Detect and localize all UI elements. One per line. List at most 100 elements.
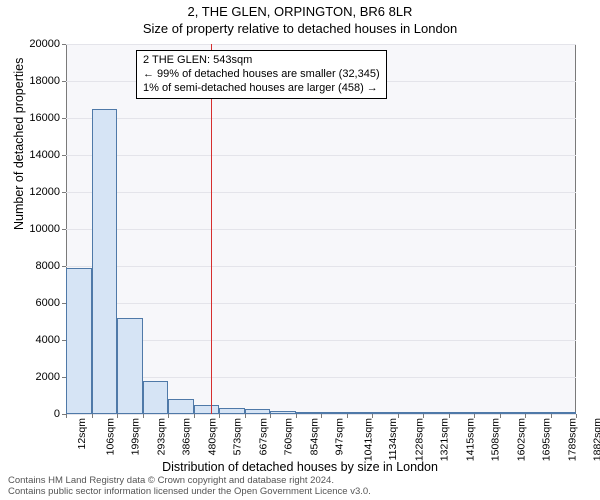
histogram-bar: [219, 408, 245, 414]
x-tickmark: [525, 414, 526, 418]
gridline: [66, 118, 576, 119]
histogram-bar: [245, 409, 271, 414]
y-tick: 6000: [36, 297, 60, 309]
histogram-bar: [525, 412, 551, 414]
histogram-bar: [66, 268, 92, 414]
y-tick: 4000: [36, 334, 60, 346]
y-tickmark: [62, 377, 66, 378]
chart-title-address: 2, THE GLEN, ORPINGTON, BR6 8LR: [0, 4, 600, 19]
x-tickmark: [296, 414, 297, 418]
histogram-bar: [423, 412, 449, 414]
x-tickmark: [474, 414, 475, 418]
x-tickmark: [270, 414, 271, 418]
y-tickmark: [62, 266, 66, 267]
x-tickmark: [219, 414, 220, 418]
x-tickmark: [321, 414, 322, 418]
chart-plot-area: 0200040006000800010000120001400016000180…: [66, 44, 576, 414]
histogram-bar: [500, 412, 526, 414]
histogram-bar: [168, 399, 194, 414]
histogram-bar: [92, 109, 118, 414]
footer-attribution: Contains HM Land Registry data © Crown c…: [8, 476, 371, 498]
histogram-bar: [143, 381, 169, 414]
y-tickmark: [62, 118, 66, 119]
x-tick: 1508sqm: [490, 418, 502, 461]
x-tick: 293sqm: [155, 418, 167, 455]
x-tick: 854sqm: [308, 418, 320, 455]
x-tickmark: [398, 414, 399, 418]
histogram-bar: [551, 412, 577, 414]
gridline: [66, 229, 576, 230]
histogram-bar: [347, 412, 373, 414]
x-tickmark: [347, 414, 348, 418]
x-tickmark: [551, 414, 552, 418]
histogram-bar: [296, 412, 322, 414]
x-tick: 1041sqm: [362, 418, 374, 461]
y-tickmark: [62, 303, 66, 304]
x-tick: 1134sqm: [387, 418, 399, 460]
x-tick: 1228sqm: [413, 418, 425, 461]
x-tickmark: [117, 414, 118, 418]
y-tickmark: [62, 44, 66, 45]
x-tickmark: [194, 414, 195, 418]
histogram-bar: [449, 412, 475, 414]
y-tickmark: [62, 192, 66, 193]
gridline: [66, 340, 576, 341]
histogram-bar: [321, 412, 347, 414]
x-tickmark: [66, 414, 67, 418]
x-axis-label: Distribution of detached houses by size …: [0, 460, 600, 474]
gridline: [66, 192, 576, 193]
x-tickmark: [449, 414, 450, 418]
x-tick: 947sqm: [334, 418, 346, 455]
y-tick: 0: [54, 408, 60, 420]
y-tick: 16000: [29, 112, 60, 124]
x-tick: 106sqm: [104, 418, 116, 455]
x-tick: 1882sqm: [592, 418, 600, 461]
annotation-box: 2 THE GLEN: 543sqm ← 99% of detached hou…: [136, 50, 387, 99]
y-tick: 2000: [36, 371, 60, 383]
histogram-bar: [270, 411, 296, 414]
x-tickmark: [500, 414, 501, 418]
annotation-line-1: 2 THE GLEN: 543sqm: [143, 54, 380, 68]
gridline: [66, 44, 576, 45]
x-tick: 667sqm: [257, 418, 269, 455]
x-tickmark: [92, 414, 93, 418]
y-tickmark: [62, 340, 66, 341]
y-tickmark: [62, 81, 66, 82]
x-tick: 199sqm: [130, 418, 142, 455]
histogram-bar: [372, 412, 398, 414]
y-tick: 14000: [29, 149, 60, 161]
gridline: [66, 377, 576, 378]
y-axis-label: Number of detached properties: [12, 58, 26, 230]
y-tick: 18000: [29, 75, 60, 87]
y-tick: 8000: [36, 260, 60, 272]
property-marker-line: [211, 44, 212, 414]
x-tick: 1602sqm: [515, 418, 527, 461]
x-tickmark: [423, 414, 424, 418]
x-tickmark: [372, 414, 373, 418]
x-tickmark: [168, 414, 169, 418]
x-tick: 1415sqm: [464, 418, 476, 461]
x-tickmark: [143, 414, 144, 418]
annotation-line-2: ← 99% of detached houses are smaller (32…: [143, 68, 380, 82]
chart-title-subtitle: Size of property relative to detached ho…: [0, 21, 600, 36]
gridline: [66, 155, 576, 156]
x-tick: 1789sqm: [566, 418, 578, 461]
x-tickmark: [576, 414, 577, 418]
gridline: [66, 266, 576, 267]
x-tick: 760sqm: [283, 418, 295, 455]
y-tickmark: [62, 229, 66, 230]
histogram-bar: [194, 405, 220, 414]
x-tick: 480sqm: [206, 418, 218, 455]
y-tick: 12000: [29, 186, 60, 198]
x-tick: 573sqm: [232, 418, 244, 455]
histogram-bar: [398, 412, 424, 414]
y-tickmark: [62, 155, 66, 156]
histogram-bar: [474, 412, 500, 414]
x-tick: 1695sqm: [541, 418, 553, 461]
y-tick: 10000: [29, 223, 60, 235]
footer-line-2: Contains public sector information licen…: [8, 487, 371, 498]
x-tick: 12sqm: [76, 418, 88, 450]
annotation-line-3: 1% of semi-detached houses are larger (4…: [143, 82, 380, 96]
x-tick: 1321sqm: [439, 418, 451, 461]
x-tickmark: [245, 414, 246, 418]
